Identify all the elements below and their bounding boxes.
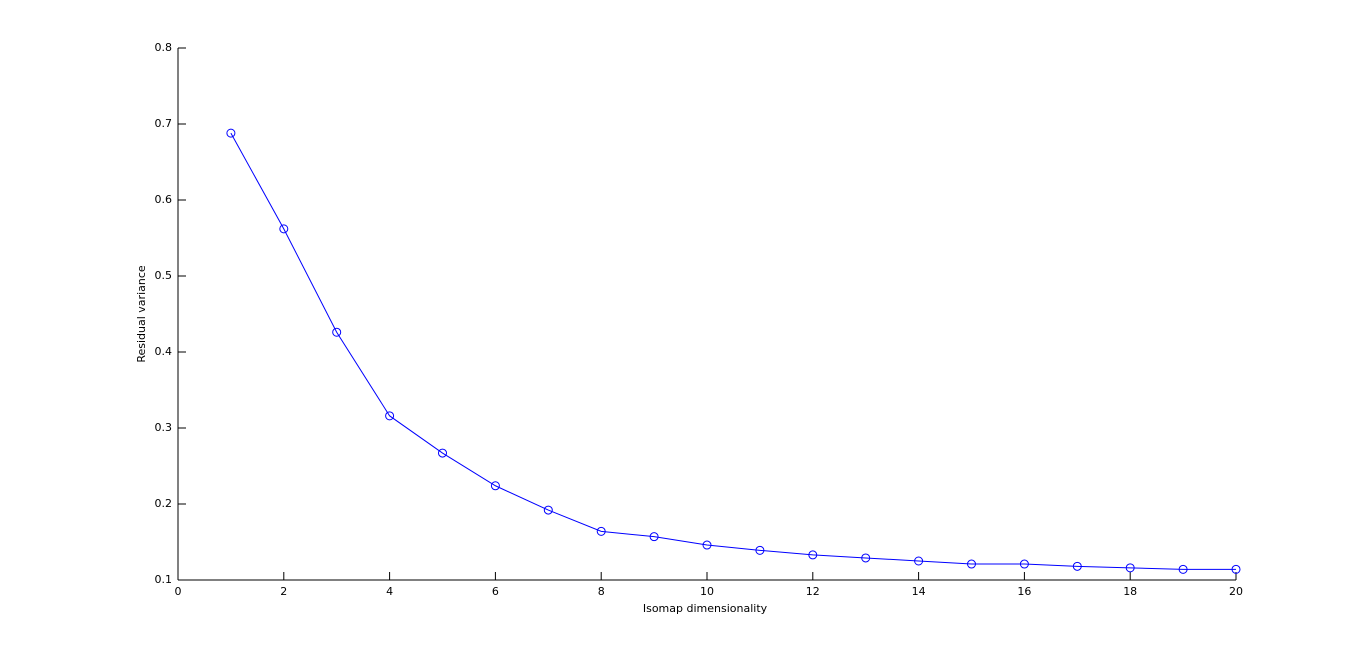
- y-tick-label: 0.2: [155, 497, 173, 510]
- data-point: [808, 550, 818, 560]
- x-axis-label: Isomap dimensionality: [643, 602, 768, 615]
- data-point: [226, 128, 236, 138]
- data-point: [1125, 563, 1135, 573]
- data-point: [755, 545, 765, 555]
- x-tick-label: 6: [492, 585, 499, 598]
- x-tick-label: 14: [912, 585, 926, 598]
- x-tick-label: 10: [700, 585, 714, 598]
- x-tick-label: 12: [806, 585, 820, 598]
- data-point: [1178, 564, 1188, 574]
- data-point: [967, 559, 976, 569]
- data-point: [1072, 561, 1082, 571]
- y-tick-label: 0.8: [155, 41, 173, 54]
- data-point: [596, 526, 606, 536]
- x-tick-label: 2: [280, 585, 287, 598]
- y-tick-label: 0.4: [155, 345, 173, 358]
- data-point: [702, 540, 712, 550]
- data-point: [649, 532, 659, 542]
- x-tick-label: 4: [386, 585, 393, 598]
- data-point: [861, 553, 871, 563]
- y-tick-label: 0.6: [155, 193, 173, 206]
- data-point: [914, 556, 924, 566]
- y-tick-label: 0.5: [155, 269, 173, 282]
- data-point: [490, 481, 500, 491]
- y-tick-label: 0.1: [155, 573, 173, 586]
- series-line: [230, 132, 1236, 570]
- x-tick-label: 20: [1229, 585, 1243, 598]
- x-tick-label: 8: [598, 585, 605, 598]
- data-point: [279, 224, 289, 234]
- data-point: [385, 411, 395, 421]
- data-point: [1019, 559, 1029, 569]
- data-point: [1231, 564, 1241, 574]
- y-tick-label: 0.3: [155, 421, 173, 434]
- data-point: [543, 505, 553, 515]
- data-point: [438, 448, 447, 458]
- x-tick-label: 16: [1017, 585, 1031, 598]
- y-tick-label: 0.7: [155, 117, 173, 130]
- x-tick-label: 0: [175, 585, 182, 598]
- y-axis-label: Residual variance: [135, 265, 148, 363]
- data-point: [332, 327, 342, 337]
- x-tick-label: 18: [1123, 585, 1137, 598]
